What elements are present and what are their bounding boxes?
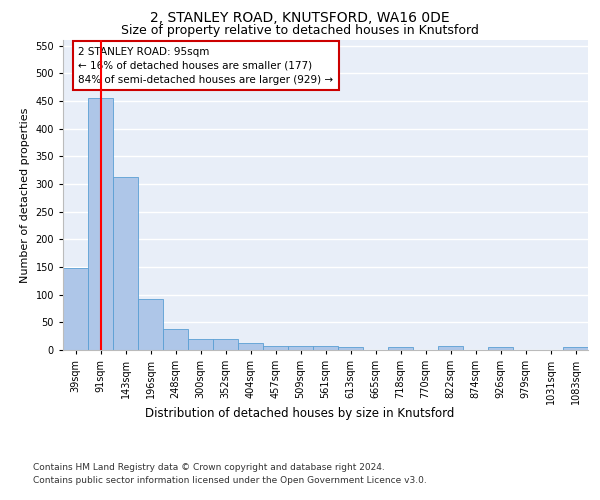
- Text: Contains public sector information licensed under the Open Government Licence v3: Contains public sector information licen…: [33, 476, 427, 485]
- Text: Distribution of detached houses by size in Knutsford: Distribution of detached houses by size …: [145, 408, 455, 420]
- Bar: [313, 346, 338, 350]
- Bar: [288, 346, 313, 350]
- Bar: [213, 339, 238, 350]
- Bar: [438, 346, 463, 350]
- Bar: [338, 347, 363, 350]
- Text: Contains HM Land Registry data © Crown copyright and database right 2024.: Contains HM Land Registry data © Crown c…: [33, 462, 385, 471]
- Bar: [113, 178, 138, 350]
- Bar: [263, 346, 288, 350]
- Bar: [88, 98, 113, 350]
- Bar: [563, 347, 588, 350]
- Bar: [388, 347, 413, 350]
- Bar: [188, 339, 213, 350]
- Text: Size of property relative to detached houses in Knutsford: Size of property relative to detached ho…: [121, 24, 479, 37]
- Text: 2 STANLEY ROAD: 95sqm
← 16% of detached houses are smaller (177)
84% of semi-det: 2 STANLEY ROAD: 95sqm ← 16% of detached …: [79, 46, 334, 84]
- Bar: [63, 268, 88, 350]
- Bar: [138, 299, 163, 350]
- Bar: [163, 329, 188, 350]
- Text: 2, STANLEY ROAD, KNUTSFORD, WA16 0DE: 2, STANLEY ROAD, KNUTSFORD, WA16 0DE: [150, 11, 450, 25]
- Y-axis label: Number of detached properties: Number of detached properties: [20, 108, 30, 282]
- Bar: [238, 344, 263, 350]
- Bar: [488, 347, 513, 350]
